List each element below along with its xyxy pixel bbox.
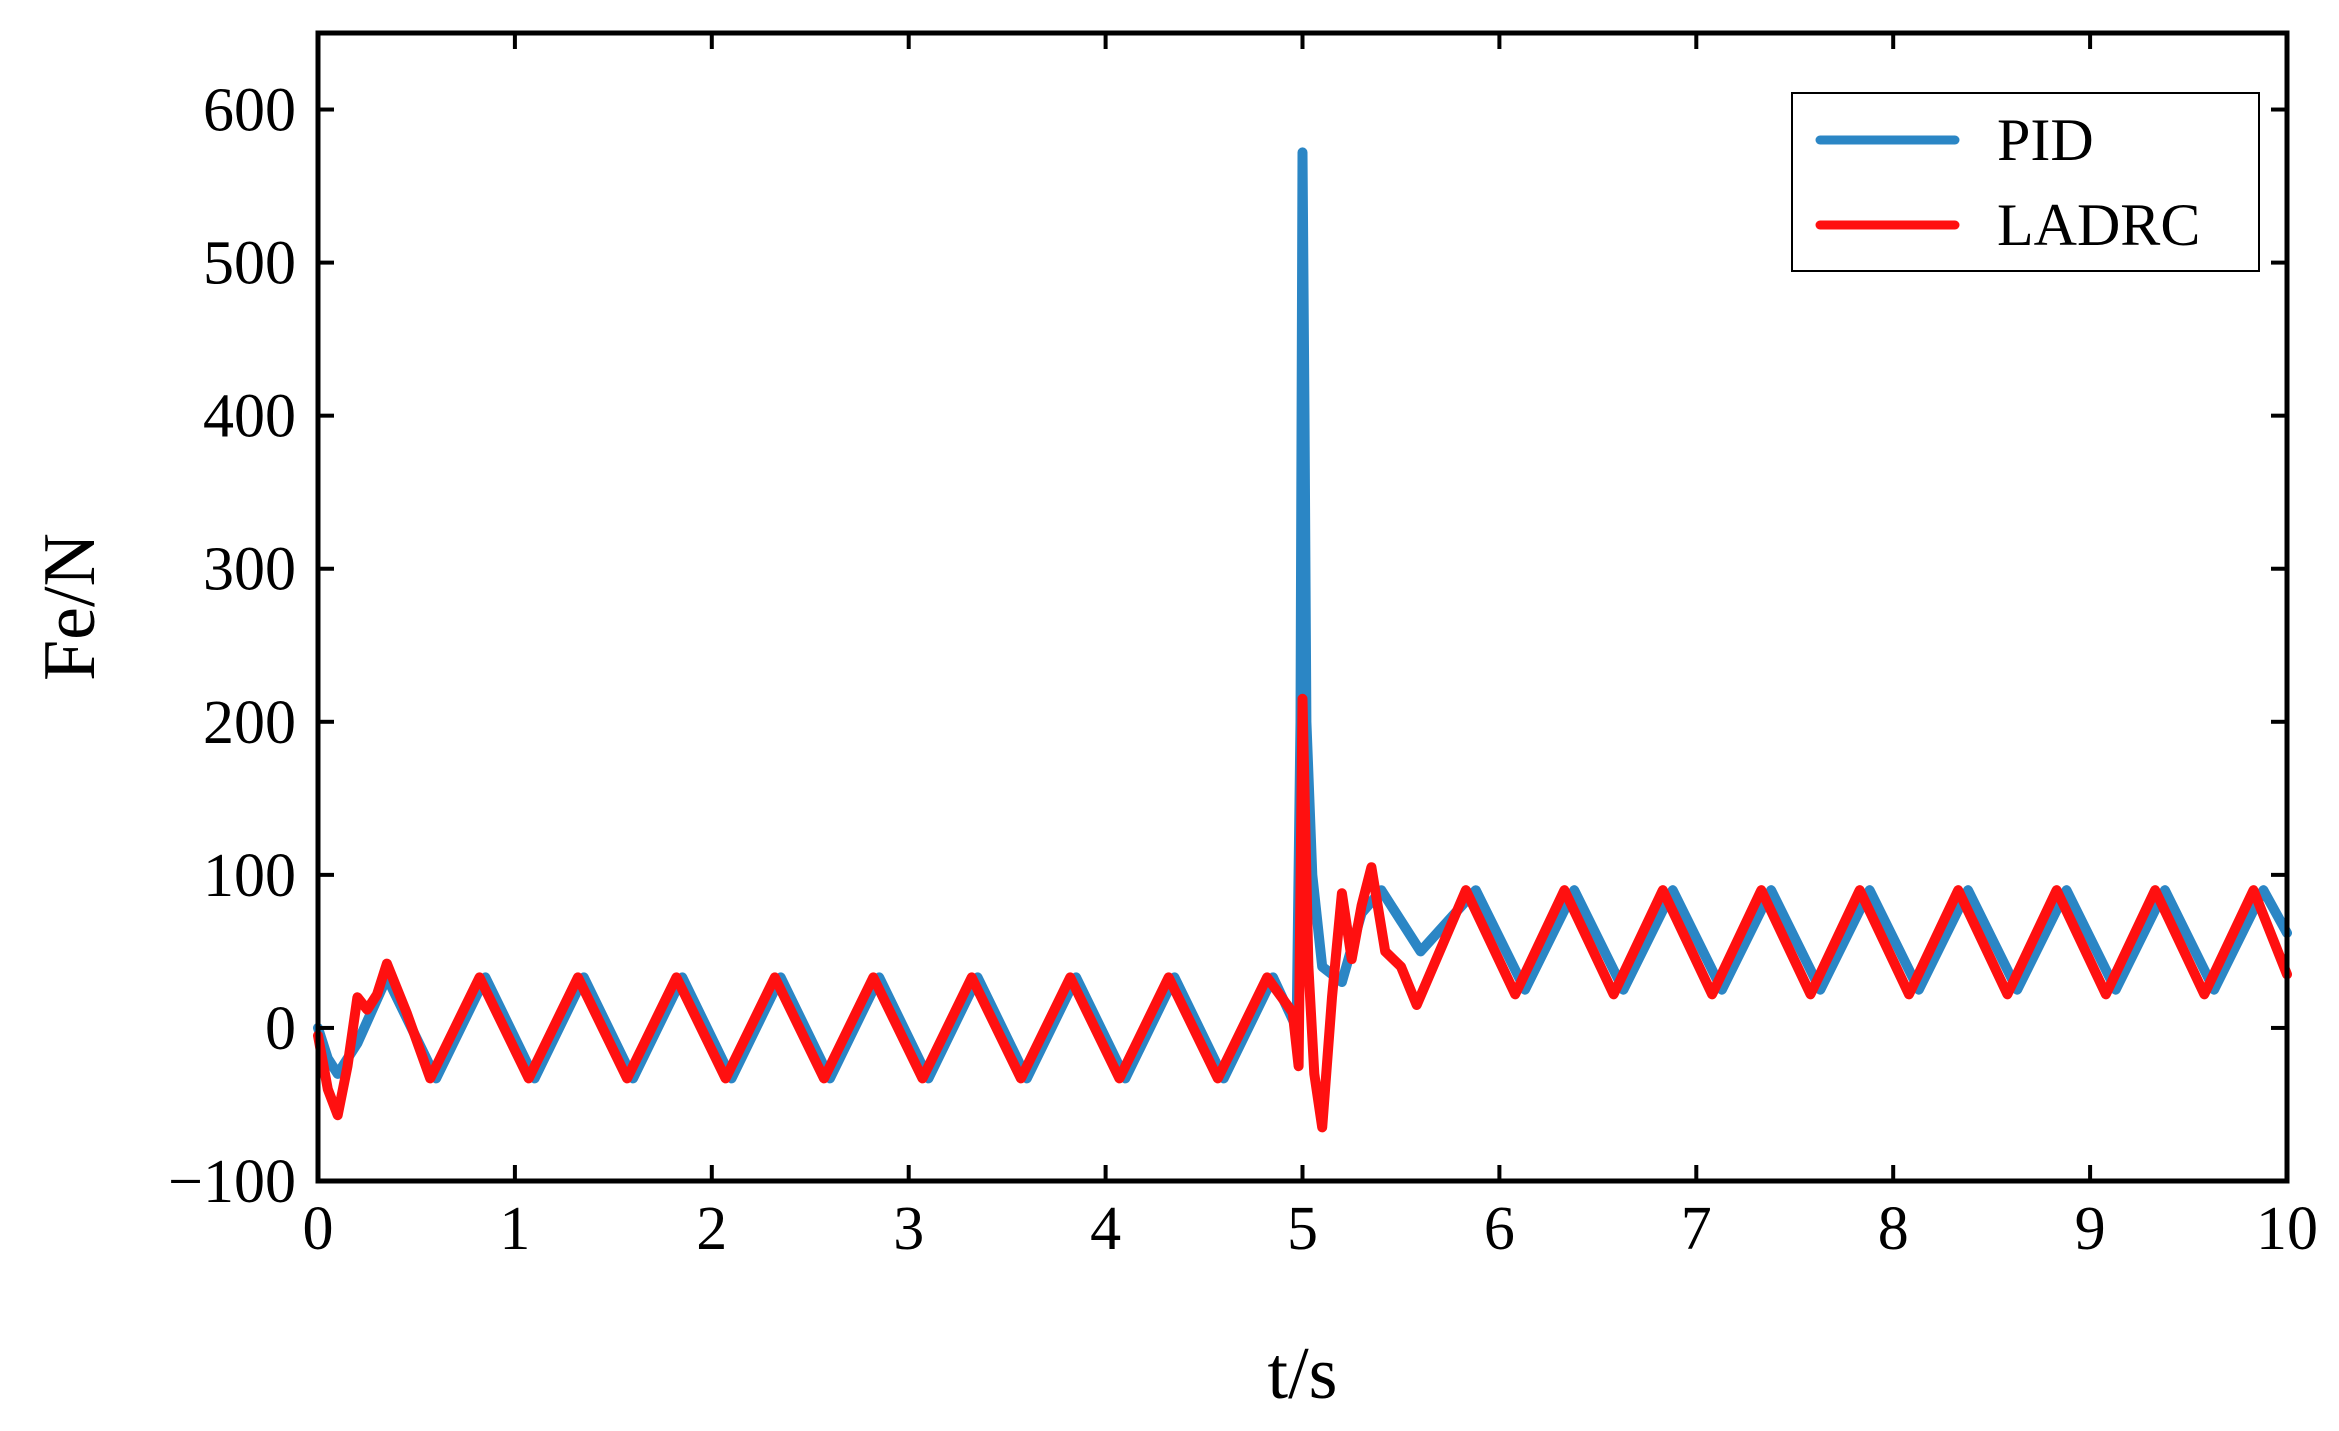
legend-label-pid: PID: [1997, 107, 2094, 173]
legend: PID LADRC: [1791, 92, 2260, 272]
x-tick-label: 1: [499, 1195, 530, 1263]
x-tick-label: 4: [1090, 1195, 1121, 1263]
y-tick-label: 100: [203, 842, 296, 910]
x-tick-label: 10: [2256, 1195, 2318, 1263]
x-tick-label: 6: [1484, 1195, 1515, 1263]
x-tick-label: 3: [893, 1195, 924, 1263]
y-tick-label: 0: [265, 995, 296, 1063]
x-tick-label: 9: [2075, 1195, 2106, 1263]
y-tick-label: 600: [203, 77, 296, 145]
y-axis-title: Fe/N: [29, 533, 111, 681]
y-tick-label: 200: [203, 689, 296, 757]
legend-box: [1791, 92, 2260, 272]
x-tick-label: 2: [696, 1195, 727, 1263]
x-tick-label: 5: [1287, 1195, 1318, 1263]
series-line-ladrc: [313, 693, 2292, 1133]
x-tick-label: 8: [1878, 1195, 1909, 1263]
y-tick-label: −100: [168, 1148, 296, 1216]
y-tick-label: 500: [203, 230, 296, 298]
legend-label-ladrc: LADRC: [1997, 192, 2200, 258]
x-tick-label: 7: [1681, 1195, 1712, 1263]
y-tick-label: 400: [203, 383, 296, 451]
series-line-pid: [313, 147, 2292, 1084]
x-tick-label: 0: [303, 1195, 334, 1263]
series-layer: [313, 147, 2292, 1133]
x-axis-title: t/s: [1268, 1333, 1338, 1415]
y-tick-label: 300: [203, 536, 296, 604]
